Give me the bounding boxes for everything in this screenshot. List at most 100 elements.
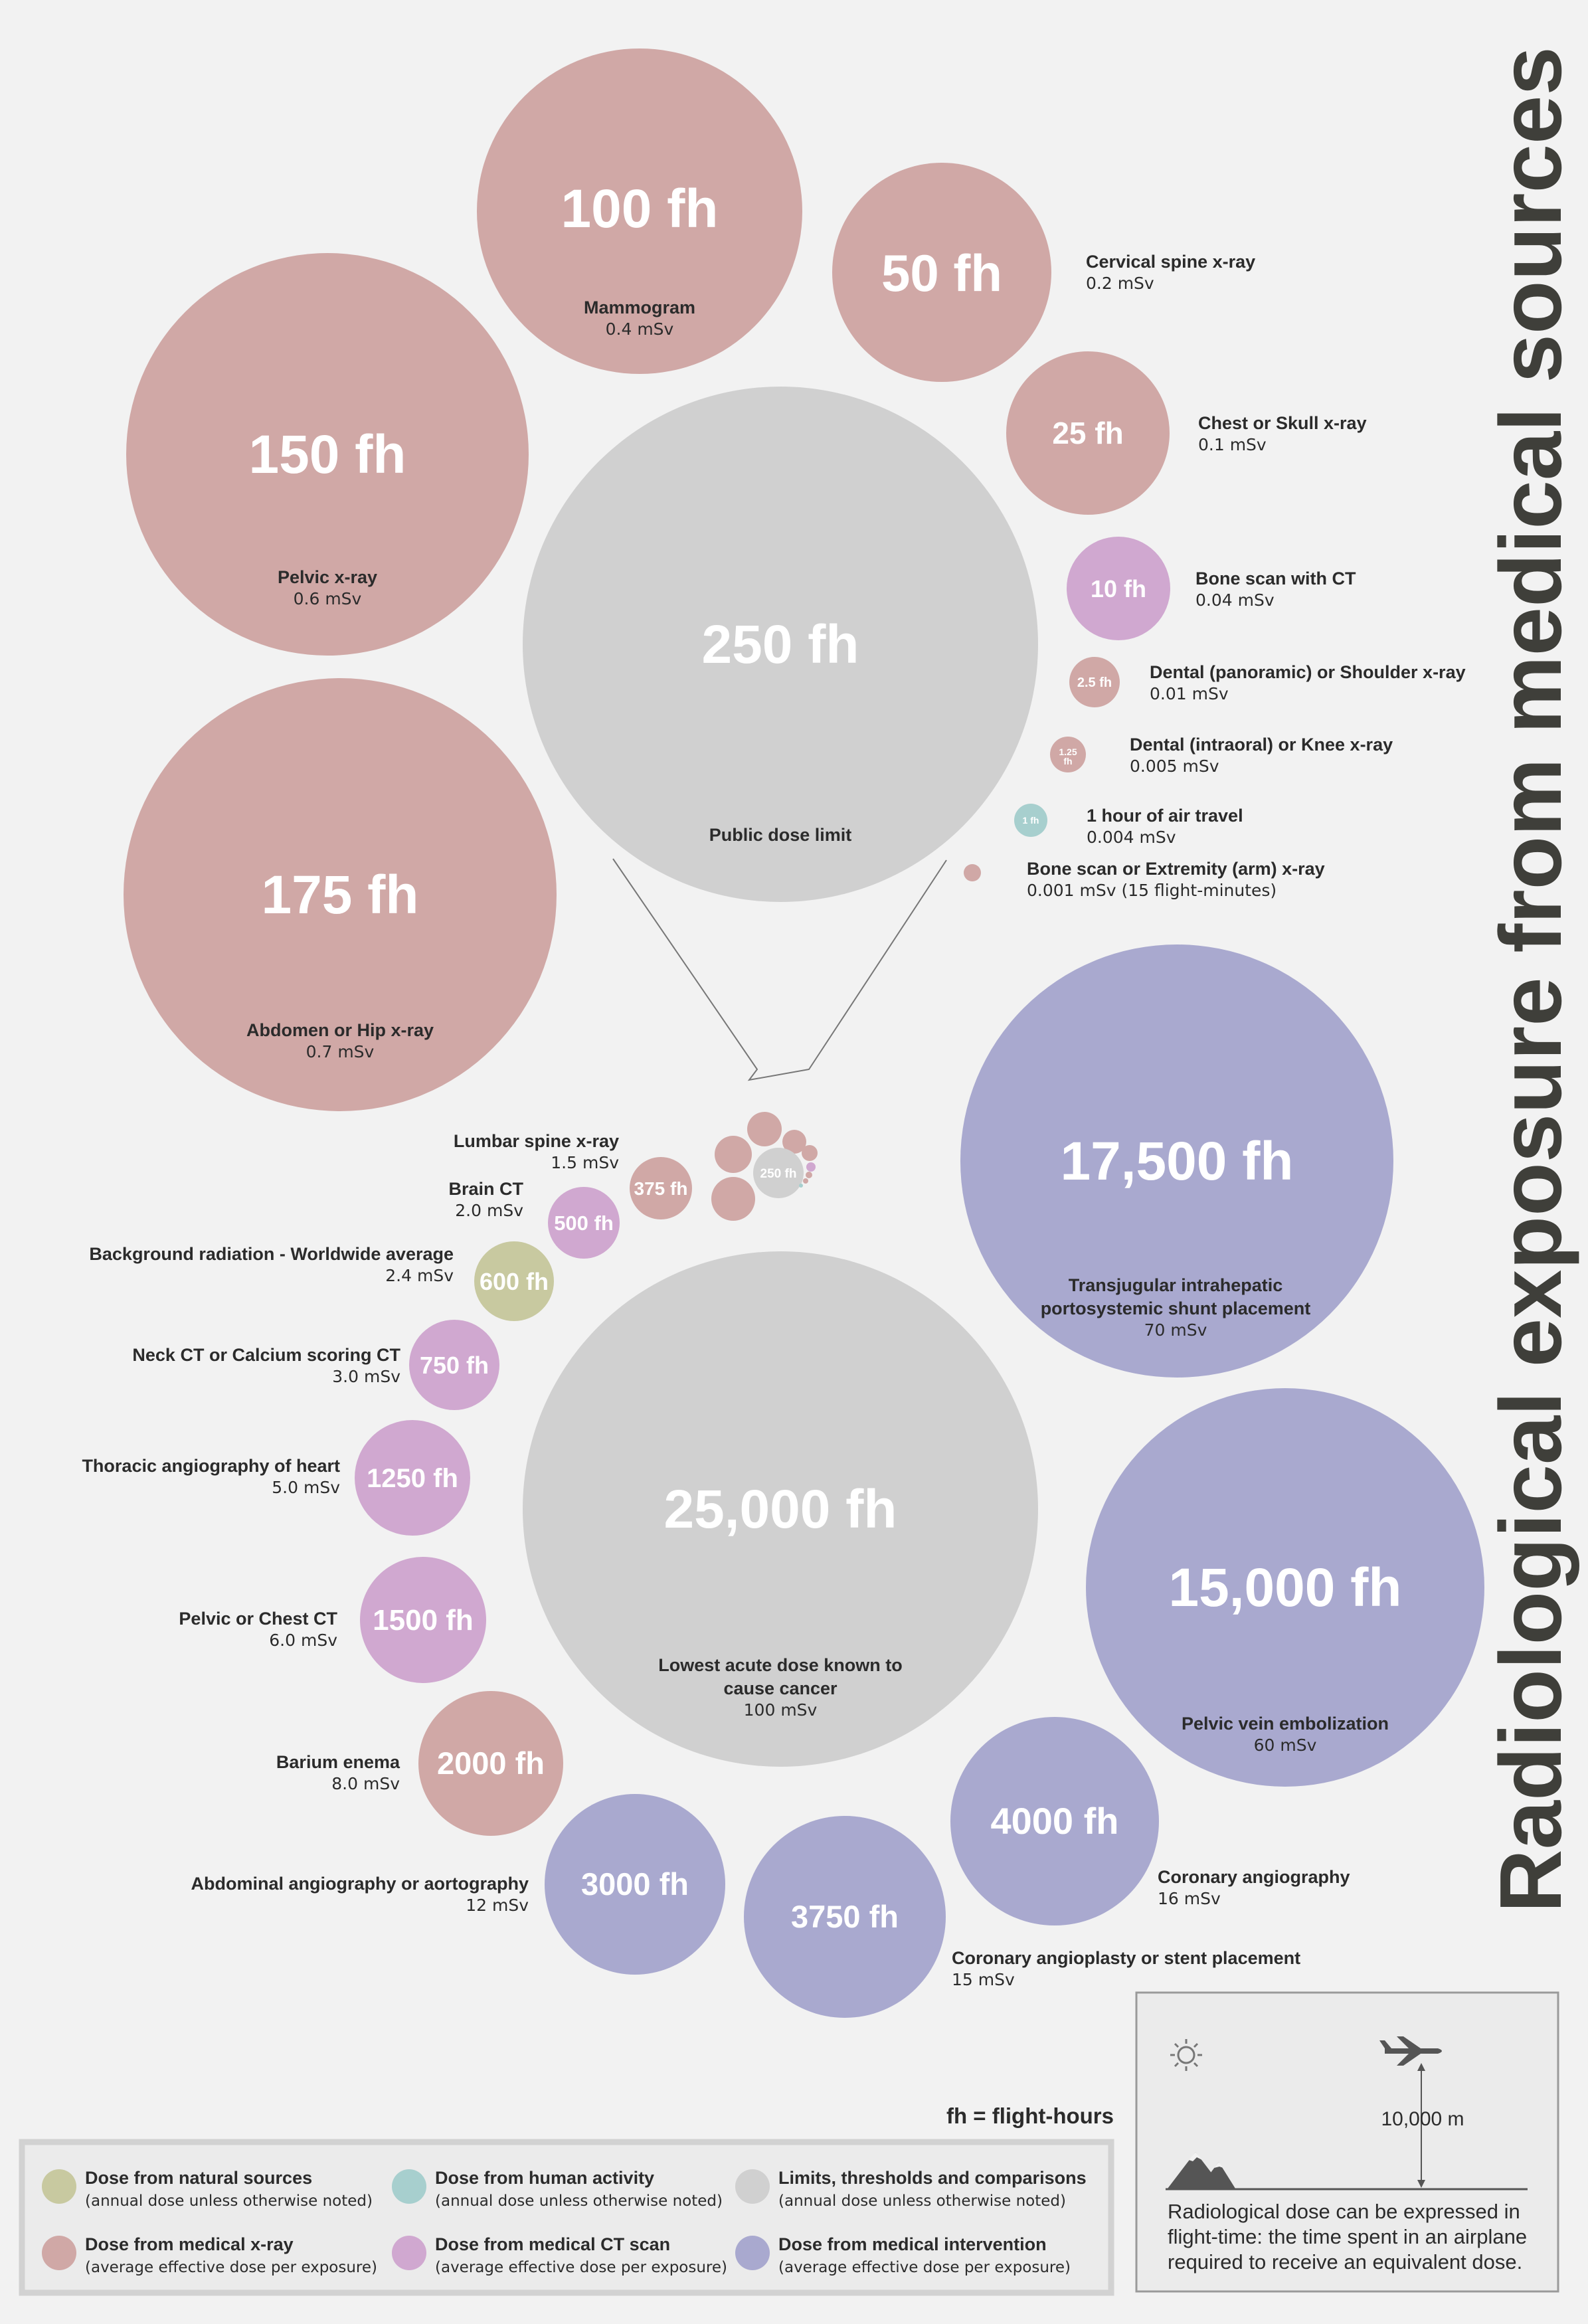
legend-title-0: Dose from natural sources <box>85 2168 312 2188</box>
bubble-12-fh-label: 375 fh <box>634 1178 688 1199</box>
inset-bubble-9 <box>799 1184 803 1188</box>
bubble-14-dose: 2.4 mSv <box>385 1266 454 1285</box>
explainer-line-3: required to receive an equivalent dose. <box>1168 2250 1522 2274</box>
bubble-17 <box>360 1557 486 1683</box>
explainer-line-1: Radiological dose can be expressed in <box>1168 2200 1520 2223</box>
bubble-1-dose: 0.2 mSv <box>1086 274 1154 293</box>
inset-bubble-0 <box>715 1136 752 1173</box>
bubble-2-dose: 0.1 mSv <box>1198 435 1267 454</box>
mountain-icon <box>1168 2152 1235 2189</box>
bubble-layer <box>124 48 1484 2018</box>
bubble-1-fh-label: 50 fh <box>881 244 1002 302</box>
bubble-8-name: 1 hour of air travel <box>1087 806 1243 826</box>
legend-swatch-natural <box>42 2169 76 2204</box>
bubble-8-fh-label: 1 fh <box>1023 815 1039 826</box>
bubble-6-name: Dental (panoramic) or Shoulder x-ray <box>1150 662 1466 682</box>
bubble-14-name: Background radiation - Worldwide average <box>89 1244 454 1264</box>
bubble-16-dose: 5.0 mSv <box>272 1478 340 1497</box>
bubble-9 <box>964 864 981 881</box>
legend-sub-1: (annual dose unless otherwise noted) <box>435 2192 723 2210</box>
inset-bubble-2 <box>782 1130 806 1154</box>
bubble-7-name: Dental (intraoral) or Knee x-ray <box>1130 735 1393 755</box>
bubble-15-name: Neck CT or Calcium scoring CT <box>132 1345 400 1365</box>
legend-sub-5: (average effective dose per exposure) <box>778 2259 1071 2276</box>
legend-title-2: Limits, thresholds and comparisons <box>778 2168 1087 2188</box>
bubble-22-dose: 100 mSv <box>744 1700 818 1720</box>
bubble-0-name: Mammogram <box>584 298 695 317</box>
explainer-box: 10,000 m Radiological dose can be expres… <box>1135 1991 1559 2293</box>
bubble-19-fh-label: 3000 fh <box>581 1866 689 1902</box>
bubble-17-fh-label: 1500 fh <box>373 1604 474 1637</box>
bubble-3-dose: 0.6 mSv <box>294 589 362 608</box>
legend-swatch-human-activity <box>392 2169 426 2204</box>
bubble-2 <box>1006 351 1170 515</box>
inset-bubble-8 <box>803 1178 808 1184</box>
bubble-19 <box>545 1794 725 1975</box>
bubble-20-dose: 15 mSv <box>952 1970 1015 1989</box>
bubble-9-name: Bone scan or Extremity (arm) x-ray <box>1027 859 1325 879</box>
bubble-13-name: Brain CT <box>448 1179 523 1199</box>
bubble-15 <box>409 1320 499 1410</box>
explainer-frame <box>1135 1991 1559 2293</box>
bubble-1 <box>832 163 1051 382</box>
bubble-14-fh-label: 600 fh <box>480 1268 549 1295</box>
zoom-callout-lines <box>612 858 947 1081</box>
bubble-5-dose: 0.04 mSv <box>1195 590 1275 610</box>
fh-definition: fh = flight-hours <box>946 2103 1114 2128</box>
bubble-9-dose: 0.001 mSv (15 flight-minutes) <box>1027 881 1277 900</box>
inset-bubble-6 <box>806 1162 816 1172</box>
bubble-5 <box>1067 537 1170 640</box>
bubble-3-name: Pelvic x-ray <box>278 567 377 587</box>
legend-swatch-medical-intervention <box>735 2236 770 2270</box>
bubble-0-fh-label: 100 fh <box>561 179 719 239</box>
bubble-18-dose: 8.0 mSv <box>331 1774 400 1793</box>
bubble-11 <box>960 944 1393 1378</box>
legend-box <box>19 2139 1114 2296</box>
bubble-3 <box>126 253 529 656</box>
inset-bubble-3 <box>802 1145 818 1161</box>
bubble-5-fh-label: 10 fh <box>1091 575 1146 602</box>
altitude-arrow-head-top <box>1417 2063 1425 2071</box>
bubble-14 <box>474 1241 554 1321</box>
bubble-7-dose: 0.005 mSv <box>1130 757 1219 776</box>
altitude-arrow-head-bottom <box>1417 2180 1425 2188</box>
legend-swatch-medical-ct <box>392 2236 426 2270</box>
bubble-21 <box>950 1717 1159 1925</box>
inset-bubble-1 <box>747 1112 782 1146</box>
bubble-11-name-line-0: Transjugular intrahepatic <box>1069 1275 1283 1295</box>
bubble-0-dose: 0.4 mSv <box>606 319 674 339</box>
bubble-15-fh-label: 750 fh <box>420 1352 489 1379</box>
bubble-10-name: Abdomen or Hip x-ray <box>246 1020 434 1040</box>
legend-title-4: Dose from medical CT scan <box>435 2234 670 2254</box>
bubble-20-fh-label: 3750 fh <box>791 1899 899 1934</box>
legend-swatch-medical-xray <box>42 2236 76 2270</box>
bubble-12 <box>630 1157 692 1219</box>
legend-sub-0: (annual dose unless otherwise noted) <box>85 2192 373 2210</box>
bubble-2-name: Chest or Skull x-ray <box>1198 413 1367 433</box>
bubble-11-name-line-1: portosystemic shunt placement <box>1041 1298 1311 1318</box>
bubble-20-name: Coronary angioplasty or stent placement <box>952 1948 1300 1968</box>
inset-bubble-7 <box>806 1172 812 1178</box>
bubble-6 <box>1069 657 1120 707</box>
bubble-23 <box>1086 1388 1484 1787</box>
bubble-23-fh-label: 15,000 fh <box>1169 1558 1402 1618</box>
bubble-3-fh-label: 150 fh <box>249 424 406 485</box>
bubble-19-dose: 12 mSv <box>466 1896 529 1915</box>
bubble-18-name: Barium enema <box>276 1752 400 1772</box>
bubble-12-dose: 1.5 mSv <box>551 1153 619 1172</box>
legend-title-3: Dose from medical x-ray <box>85 2234 294 2254</box>
inset-label: 250 fh <box>760 1167 797 1181</box>
bubble-0 <box>477 48 802 374</box>
legend-sub-3: (average effective dose per exposure) <box>85 2259 377 2276</box>
bubble-8-dose: 0.004 mSv <box>1087 828 1176 847</box>
bubble-13 <box>548 1187 620 1259</box>
legend-title-5: Dose from medical intervention <box>778 2234 1047 2254</box>
label-layer: 100 fh Mammogram 0.4 mSv 50 fh Cervical spin… <box>82 179 1465 1989</box>
bubble-5-name: Bone scan with CT <box>1195 569 1356 588</box>
bubble-21-dose: 16 mSv <box>1158 1889 1221 1908</box>
legend-sub-4: (average effective dose per exposure) <box>435 2259 727 2276</box>
bubble-18-fh-label: 2000 fh <box>437 1745 545 1781</box>
bubble-4 <box>523 387 1038 902</box>
bubble-10-fh-label: 175 fh <box>262 865 419 925</box>
